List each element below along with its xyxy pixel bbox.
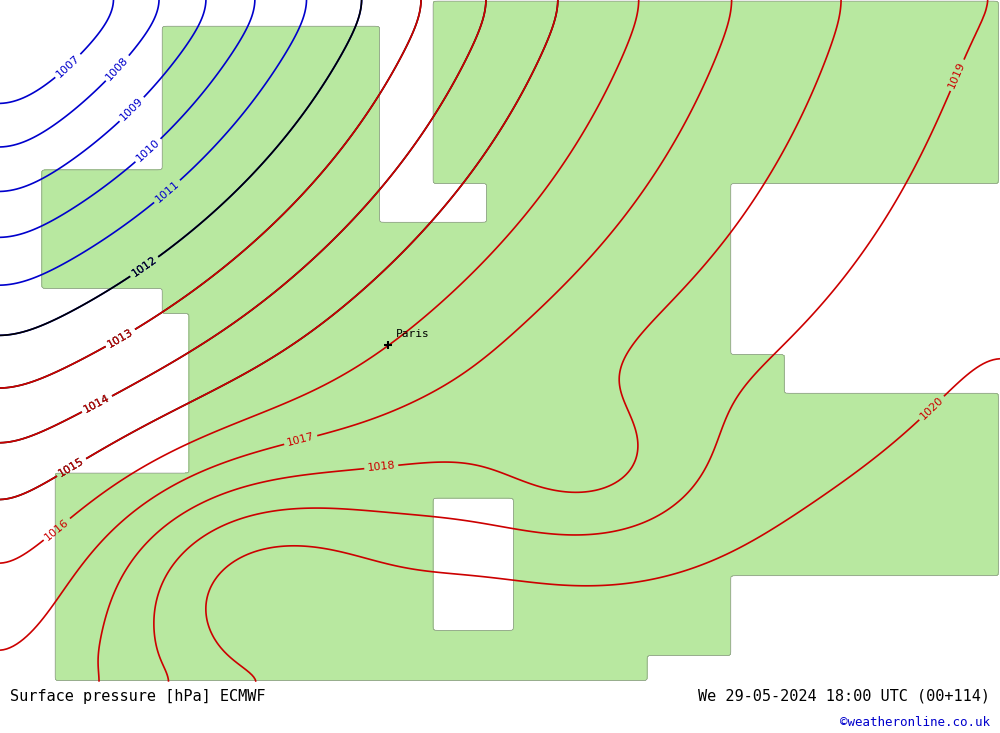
Text: 1016: 1016 — [43, 517, 71, 542]
Text: 1011: 1011 — [153, 179, 181, 205]
Text: 1014: 1014 — [82, 393, 112, 415]
Text: 1008: 1008 — [104, 55, 131, 82]
Text: Surface pressure [hPa] ECMWF: Surface pressure [hPa] ECMWF — [10, 689, 266, 704]
Text: 1015: 1015 — [57, 456, 86, 479]
Text: 1020: 1020 — [918, 395, 945, 421]
Text: 1017: 1017 — [286, 432, 316, 449]
Text: 1012: 1012 — [130, 254, 159, 279]
Text: 1007: 1007 — [54, 53, 82, 79]
Text: 1012: 1012 — [130, 254, 159, 279]
Text: 1019: 1019 — [947, 60, 967, 90]
Text: 1015: 1015 — [57, 456, 86, 479]
Text: 1013: 1013 — [106, 327, 135, 350]
Text: 1014: 1014 — [82, 393, 112, 415]
Text: 1009: 1009 — [118, 96, 145, 123]
Text: We 29-05-2024 18:00 UTC (00+114): We 29-05-2024 18:00 UTC (00+114) — [698, 689, 990, 704]
Text: ©weatheronline.co.uk: ©weatheronline.co.uk — [840, 715, 990, 729]
Text: 1013: 1013 — [106, 327, 135, 350]
Text: 1010: 1010 — [134, 137, 162, 163]
Text: Paris: Paris — [396, 329, 430, 339]
Text: 1018: 1018 — [367, 460, 396, 474]
